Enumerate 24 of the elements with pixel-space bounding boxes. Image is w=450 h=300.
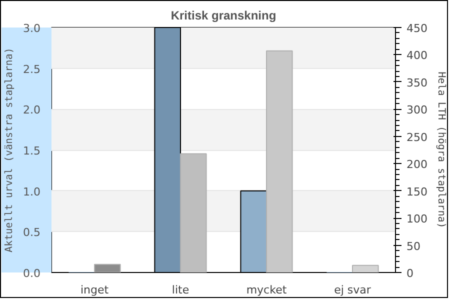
x-tick-label: inget bbox=[80, 284, 110, 296]
x-tick-label: lite bbox=[172, 284, 190, 296]
y2-tick-label: 0 bbox=[406, 267, 414, 280]
y2-tick-label: 50 bbox=[406, 240, 420, 253]
x-tick-label: ej svar bbox=[334, 284, 372, 296]
y-tick-label: 2.5 bbox=[23, 62, 41, 76]
y2-tick-label: 250 bbox=[406, 130, 428, 144]
y-tick-label: 1.5 bbox=[23, 144, 41, 158]
y-tick-label: 3.0 bbox=[23, 22, 41, 35]
y2-axis-title: Hela LTH (högra staplarna) bbox=[435, 72, 446, 228]
y2-tick-label: 100 bbox=[406, 212, 428, 226]
y-tick-label: 1.0 bbox=[23, 185, 41, 198]
y-tick-label: 0.0 bbox=[23, 267, 41, 280]
y2-tick-label: 200 bbox=[406, 158, 428, 172]
y-tick-label: 2.0 bbox=[23, 104, 41, 117]
y2-tick-label: 400 bbox=[406, 49, 428, 62]
x-tick-label: mycket bbox=[246, 284, 288, 296]
y2-tick-label: 450 bbox=[406, 22, 428, 35]
chart-title: Kritisk granskning bbox=[170, 8, 276, 22]
y2-tick-label: 150 bbox=[406, 185, 428, 198]
y2-tick-label: 350 bbox=[406, 76, 428, 90]
y-axis-title: Aktuellt urval (vänstra staplarna) bbox=[4, 48, 16, 252]
y-tick-label: 0.5 bbox=[23, 226, 41, 240]
y2-tick-label: 300 bbox=[406, 104, 428, 117]
